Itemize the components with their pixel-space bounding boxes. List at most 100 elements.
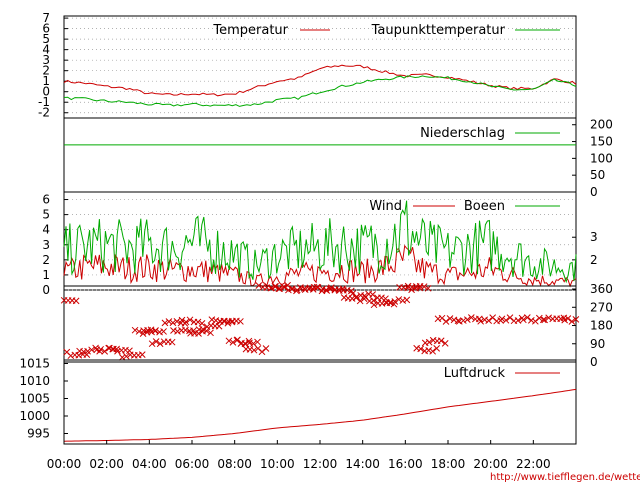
ytick-label-temp-9: -2 [38, 106, 50, 120]
direction-mark-18-3 [254, 345, 262, 352]
direction-mark-15-5 [237, 318, 244, 325]
direction-mark-16-5 [245, 337, 253, 345]
direction-mark-30-3 [395, 296, 403, 303]
direction-mark-22-4 [309, 286, 317, 293]
direction-mark-16-1 [229, 339, 237, 346]
direction-mark-25-4 [343, 286, 351, 294]
direction-mark-22-1 [297, 285, 305, 292]
credit-link[interactable]: http://www.tiefflegen.de/wetter/ [490, 465, 640, 484]
direction-mark-20-0 [268, 284, 275, 292]
direction-mark-32-4 [420, 283, 428, 291]
direction-mark-10-0 [170, 327, 177, 334]
ytick-label-wind-1: 5 [42, 208, 50, 222]
direction-mark-18-2 [250, 346, 258, 354]
direction-mark-22-0 [293, 286, 301, 294]
direction-mark-27-3 [361, 292, 369, 300]
direction-mark-13-2 [203, 323, 211, 331]
panel-rain: 200 150 100 50 0 Niederschlag [63, 117, 613, 199]
ytick-label-temp-2: 5 [42, 32, 50, 46]
ytick-label-wind-5: 1 [42, 268, 50, 282]
direction-mark-39-0 [519, 316, 527, 324]
direction-mark-27-0 [349, 290, 357, 297]
direction-mark-17-0 [234, 336, 241, 344]
rtick-label-dir-3: 90 [590, 337, 605, 351]
direction-mark-33-1 [417, 345, 425, 353]
direction-mark-11-4 [194, 318, 202, 326]
direction-mark-1-1 [67, 352, 75, 360]
direction-mark-16-0 [225, 337, 233, 345]
direction-mark-37-0 [477, 317, 485, 325]
direction-mark-21-0 [281, 284, 288, 291]
direction-mark-34-5 [441, 340, 449, 347]
direction-mark-9-1 [165, 318, 173, 325]
direction-mark-27-5 [369, 291, 377, 298]
direction-mark-39-3 [531, 317, 539, 325]
direction-mark-4-2 [114, 347, 121, 355]
direction-mark-26-4 [356, 297, 364, 305]
direction-mark-2-2 [84, 347, 91, 355]
direction-mark-24-0 [319, 285, 327, 293]
direction-mark-18-5 [262, 345, 270, 352]
ytick-label-wind-0: 6 [42, 193, 50, 207]
direction-mark-18-4 [258, 348, 266, 356]
ytick-label-temp-6: 1 [42, 74, 50, 88]
direction-mark-7-5 [160, 328, 167, 335]
direction-mark-34-4 [437, 337, 445, 345]
direction-mark-20-2 [276, 285, 283, 293]
ytick-label-pressure-4: 995 [27, 427, 50, 441]
xtick-label-0: 00:00 [47, 457, 82, 471]
legend-label-rain-0: Niederschlag [420, 126, 505, 141]
direction-mark-5-5 [138, 351, 146, 359]
direction-mark-41-1 [564, 315, 572, 322]
ytick-label-temp-7: 0 [42, 85, 50, 99]
direction-mark-11-2 [186, 316, 194, 324]
ytick-label-temp-0: 7 [42, 11, 50, 25]
direction-mark-17-3 [246, 339, 253, 347]
direction-mark-0-5 [72, 297, 80, 305]
rtick-label-wind-1: 2 [590, 253, 598, 267]
direction-mark-39-4 [535, 314, 543, 322]
ytick-label-rain-2: 100 [590, 151, 613, 165]
direction-mark-11-1 [182, 318, 190, 326]
direction-mark-5-0 [118, 353, 126, 361]
legend-label-pressure-0: Luftdruck [444, 366, 506, 381]
direction-mark-29-0 [370, 301, 378, 309]
direction-mark-30-5 [403, 296, 411, 304]
ytick-label-temp-4: 3 [42, 53, 50, 67]
xtick-label-5: 10:00 [260, 457, 295, 471]
direction-mark-9-0 [161, 319, 169, 327]
legend-label-temp-0: Temperatur [212, 23, 288, 38]
direction-mark-32-5 [424, 284, 432, 292]
direction-mark-12-5 [207, 329, 214, 337]
xtick-label-2: 04:00 [132, 457, 167, 471]
panel-pressure: 1015 1010 1005 1000 995 Luftdruck 00:00 02:00 04… [19, 357, 577, 471]
ytick-label-rain-1: 150 [590, 135, 613, 149]
xtick-label-4: 08:00 [217, 457, 252, 471]
direction-mark-3-1 [97, 345, 105, 353]
direction-mark-25-1 [331, 286, 339, 293]
direction-mark-11-5 [198, 320, 206, 327]
ytick-label-pressure-0: 1015 [19, 357, 50, 371]
direction-mark-18-1 [246, 346, 254, 353]
xtick-label-8: 16:00 [388, 457, 423, 471]
direction-mark-14-0 [208, 316, 216, 324]
xtick-label-7: 14:00 [345, 457, 380, 471]
ytick-label-rain-4: 0 [590, 185, 598, 199]
ytick-label-pressure-3: 1000 [19, 409, 50, 423]
ytick-label-pressure-2: 1005 [19, 392, 50, 406]
direction-mark-8-1 [152, 338, 160, 345]
direction-mark-20-1 [272, 283, 279, 290]
ytick-label-wind-2: 4 [42, 223, 50, 237]
direction-mark-36-3 [467, 314, 475, 321]
xtick-label-10: 20:00 [473, 457, 508, 471]
direction-mark-38-0 [498, 315, 506, 323]
direction-mark-7-1 [144, 326, 151, 334]
direction-mark-6-0 [131, 326, 139, 334]
ytick-label-rain-3: 50 [590, 168, 605, 182]
direction-mark-7-3 [152, 327, 159, 334]
direction-mark-41-2 [568, 318, 576, 325]
direction-mark-17-1 [238, 339, 245, 347]
direction-mark-35-3 [446, 315, 454, 322]
direction-mark-35-1 [438, 314, 446, 322]
